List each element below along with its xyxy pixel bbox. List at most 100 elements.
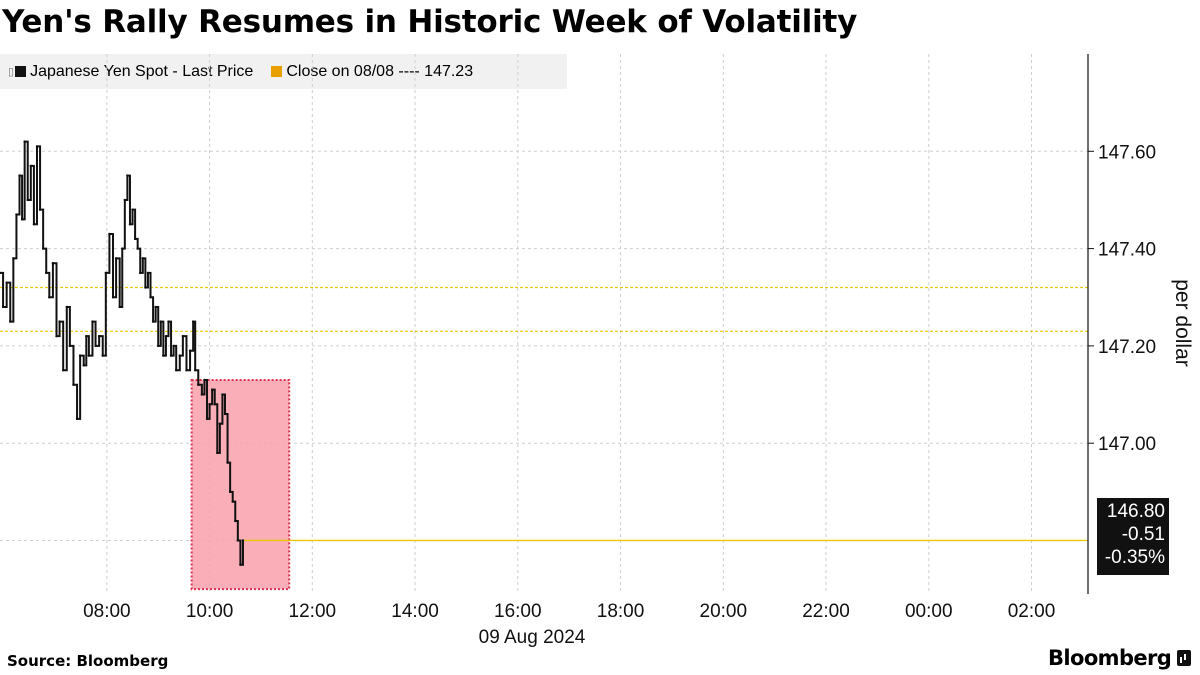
price-point — [210, 388, 214, 391]
price-point — [231, 500, 234, 503]
price-points — [0, 140, 245, 567]
price-point — [29, 164, 33, 168]
price-point — [223, 412, 227, 416]
price-point — [200, 393, 204, 396]
price-point — [157, 344, 160, 348]
price-point — [154, 305, 157, 309]
price-point — [218, 422, 222, 425]
price-point — [205, 417, 209, 421]
last-price-box: 146.80 -0.51 -0.35% — [1097, 498, 1169, 575]
price-point — [128, 223, 132, 226]
price-change-pct: -0.35% — [1104, 547, 1165, 568]
price-point — [239, 563, 242, 567]
price-point — [65, 305, 68, 309]
price-point — [146, 271, 150, 275]
y-tick-label: 147.20 — [1098, 337, 1156, 358]
candlestick-icon: ▯ — [8, 66, 15, 78]
legend-series-label: Japanese Yen Spot - Last Price — [30, 62, 254, 80]
price-point — [144, 286, 147, 289]
legend-close-label: Close on 08/08 ---- 147.23 — [286, 62, 474, 80]
price-point — [68, 344, 72, 348]
price-point — [111, 296, 115, 299]
price-point — [136, 247, 139, 250]
price-point — [141, 257, 145, 260]
close-swatch — [271, 66, 283, 77]
price-point — [35, 145, 39, 148]
price-point — [12, 257, 15, 260]
price-point — [226, 461, 229, 464]
price-point — [236, 539, 240, 542]
price-point — [228, 490, 232, 494]
price-point — [234, 519, 237, 523]
bloomberg-terminal-icon — [1177, 650, 1192, 666]
source-note: Source: Bloomberg — [7, 652, 169, 670]
price-point — [162, 354, 165, 357]
price-point — [9, 320, 12, 323]
price-point — [126, 174, 129, 177]
legend: ▯ Japanese Yen Spot - Last Price Close o… — [0, 54, 567, 89]
price-point — [121, 247, 124, 250]
price-point — [123, 198, 127, 202]
price-point — [159, 320, 162, 323]
series-swatch — [15, 66, 27, 77]
price-point — [188, 349, 192, 352]
price-point — [87, 354, 91, 357]
price-point — [15, 213, 18, 216]
price-point — [51, 261, 55, 265]
price-point — [61, 369, 65, 372]
price-point — [23, 140, 26, 143]
legend-item-close[interactable]: Close on 08/08 ---- 147.23 — [271, 63, 473, 81]
y-ticks: 147.60 147.40 147.20 147.00 — [1088, 142, 1156, 455]
chart-title: Yen's Rally Resumes in Historic Week of … — [2, 4, 858, 40]
price-point — [26, 198, 29, 202]
price-point — [91, 320, 94, 323]
price-point — [32, 223, 36, 226]
price-point — [45, 271, 48, 275]
price-point — [78, 354, 82, 357]
price-point — [197, 383, 200, 387]
price-point — [178, 354, 181, 357]
brand-logo: Bloomberg — [1048, 646, 1192, 670]
price-point — [194, 369, 197, 372]
price-point — [191, 320, 195, 323]
price-point — [208, 403, 211, 406]
price-point — [72, 383, 75, 387]
price-point — [101, 354, 104, 357]
grid — [0, 54, 1088, 594]
price-point — [114, 257, 118, 260]
y-tick-label: 147.00 — [1098, 434, 1156, 455]
price-point — [216, 451, 219, 455]
price-point — [0, 271, 2, 275]
price-point — [85, 334, 88, 338]
price-point — [149, 296, 152, 299]
x-tick-label: 22:00 — [802, 601, 850, 622]
price-point — [38, 208, 42, 211]
y-tick-label: 147.60 — [1098, 142, 1156, 163]
price-point — [169, 354, 173, 357]
price-point — [20, 218, 24, 221]
legend-item-series[interactable]: ▯ Japanese Yen Spot - Last Price — [8, 63, 253, 81]
price-point — [181, 334, 185, 338]
price-point — [97, 334, 101, 338]
price-point — [164, 334, 168, 338]
x-tick-label: 08:00 — [83, 601, 131, 622]
x-tick-label: 18:00 — [597, 601, 645, 622]
price-change: -0.51 — [1121, 524, 1165, 545]
last-price: 146.80 — [1106, 501, 1165, 522]
price-point — [18, 174, 21, 177]
price-point — [5, 281, 8, 284]
x-axis-date-label: 09 Aug 2024 — [479, 627, 586, 648]
price-point — [151, 320, 155, 323]
price-point — [139, 271, 142, 275]
brand-name: Bloomberg — [1048, 646, 1172, 670]
price-point — [48, 296, 51, 299]
price-point — [108, 232, 111, 236]
price-point — [75, 417, 79, 421]
price-point — [203, 378, 206, 382]
price-point — [94, 344, 97, 348]
price-point — [174, 369, 178, 372]
price-point — [55, 334, 58, 338]
price-point — [167, 320, 170, 323]
x-tick-label: 12:00 — [289, 601, 337, 622]
